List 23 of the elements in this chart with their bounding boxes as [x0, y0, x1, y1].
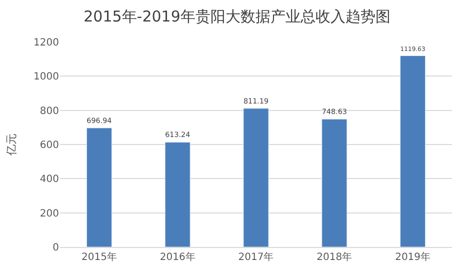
chart-title: 2015年-2019年贵阳大数据产业总收入趋势图 [84, 8, 390, 26]
bar [164, 142, 190, 247]
x-tick-label: 2019年 [395, 251, 431, 263]
data-label: 696.94 [86, 116, 112, 125]
bar [86, 128, 112, 247]
data-label: 748.63 [322, 106, 347, 116]
x-tick-label: 2016年 [160, 251, 196, 263]
x-tick-label: 2015年 [81, 251, 117, 263]
data-label: 811.19 [243, 96, 269, 106]
y-tick-label: 600 [40, 140, 59, 151]
y-tick-label: 1200 [34, 38, 59, 48]
y-tick-label: 400 [40, 174, 59, 186]
y-axis-title: 亿元 [5, 134, 18, 156]
bar [243, 108, 269, 247]
bar [400, 55, 426, 247]
x-tick-label: 2018年 [316, 251, 352, 263]
bar [322, 118, 348, 247]
y-tick-label: 800 [40, 106, 59, 117]
y-tick-label: 1000 [34, 72, 59, 83]
x-tick-label: 2017年 [238, 251, 274, 263]
y-tick-label: 0 [52, 242, 59, 254]
data-label: 613.24 [165, 130, 191, 140]
y-tick-label: 200 [40, 208, 59, 220]
